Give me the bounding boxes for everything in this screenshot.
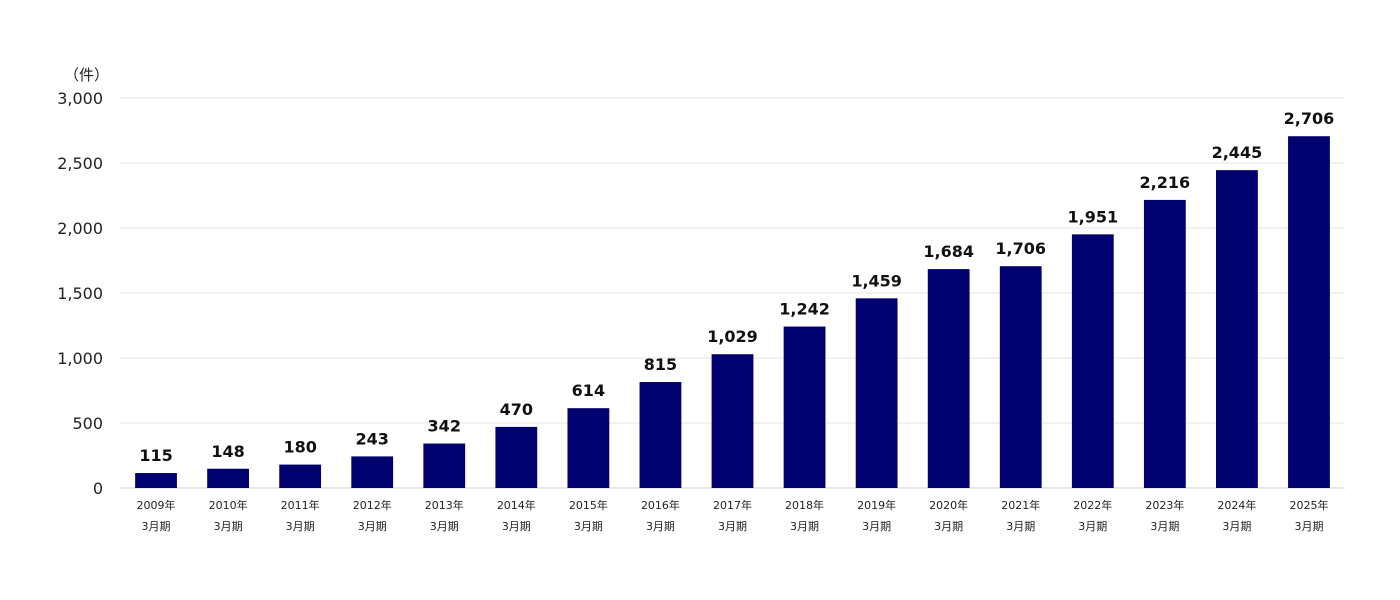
data-label: 243 bbox=[356, 429, 389, 448]
bar bbox=[999, 266, 1042, 488]
y-axis-unit-label: （件） bbox=[64, 66, 109, 84]
y-tick-label: 2,000 bbox=[57, 219, 103, 238]
bar bbox=[1071, 234, 1114, 488]
data-label: 2,216 bbox=[1140, 173, 1191, 192]
x-tick-label-period: 3月期 bbox=[1222, 520, 1251, 533]
x-tick-label-period: 3月期 bbox=[574, 520, 603, 533]
data-label: 342 bbox=[428, 417, 461, 436]
x-tick-label-year: 2010年 bbox=[209, 498, 248, 512]
x-tick-label-period: 3月期 bbox=[646, 520, 675, 533]
x-tick-label-period: 3月期 bbox=[142, 520, 171, 533]
data-label: 1,684 bbox=[923, 242, 974, 261]
bars bbox=[135, 136, 1330, 489]
bar bbox=[639, 382, 682, 488]
x-tick-label-year: 2012年 bbox=[353, 498, 392, 512]
data-labels: 115 148 180 243 342 470 614 815 1,029 1,242 1,459 1… bbox=[139, 109, 1334, 465]
data-label: 1,459 bbox=[851, 271, 902, 290]
x-tick-label-year: 2016年 bbox=[641, 498, 680, 512]
y-axis-ticks: 0 500 1,000 1,500 2,000 2,500 3,000 bbox=[57, 89, 103, 498]
data-label: 1,951 bbox=[1067, 207, 1118, 226]
x-axis-ticks: 2009年 3月期 2010年 3月期 2011年 3月期 2012年 3月期 2013年 3月期… bbox=[137, 498, 1329, 533]
x-tick-label-year: 2014年 bbox=[497, 498, 536, 512]
data-label: 180 bbox=[283, 438, 316, 457]
bar bbox=[711, 354, 754, 488]
x-tick-label-year: 2022年 bbox=[1073, 498, 1112, 512]
x-tick-label-period: 3月期 bbox=[934, 520, 963, 533]
x-tick-label-period: 3月期 bbox=[1078, 520, 1107, 533]
bar bbox=[855, 298, 898, 488]
x-tick-label-year: 2024年 bbox=[1217, 498, 1256, 512]
x-tick-label-period: 3月期 bbox=[1294, 520, 1323, 533]
x-tick-label-period: 3月期 bbox=[502, 520, 531, 533]
x-tick-label-year: 2020年 bbox=[929, 498, 968, 512]
x-tick-label-year: 2025年 bbox=[1289, 498, 1328, 512]
data-label: 815 bbox=[644, 355, 677, 374]
data-label: 470 bbox=[500, 400, 533, 419]
bar bbox=[567, 408, 610, 488]
x-tick-label-period: 3月期 bbox=[1150, 520, 1179, 533]
y-tick-label: 1,000 bbox=[57, 349, 103, 368]
bar bbox=[1143, 199, 1186, 489]
bar bbox=[135, 473, 177, 488]
bar bbox=[1288, 136, 1330, 488]
x-tick-label-year: 2018年 bbox=[785, 498, 824, 512]
y-tick-label: 2,500 bbox=[57, 154, 103, 173]
bar bbox=[495, 426, 538, 488]
data-label: 2,445 bbox=[1212, 143, 1263, 162]
x-tick-label-period: 3月期 bbox=[286, 520, 315, 533]
y-tick-label: 3,000 bbox=[57, 89, 103, 108]
bar bbox=[423, 443, 466, 488]
bar bbox=[783, 326, 826, 488]
data-label: 1,242 bbox=[779, 300, 830, 319]
y-tick-label: 0 bbox=[93, 479, 103, 498]
x-tick-label-year: 2015年 bbox=[569, 498, 608, 512]
data-label: 1,706 bbox=[995, 239, 1046, 258]
bar bbox=[927, 269, 970, 488]
bar bbox=[351, 456, 394, 488]
bar bbox=[207, 468, 249, 488]
data-label: 614 bbox=[572, 381, 605, 400]
x-tick-label-period: 3月期 bbox=[718, 520, 747, 533]
x-tick-label-year: 2019年 bbox=[857, 498, 896, 512]
x-tick-label-year: 2017年 bbox=[713, 498, 752, 512]
bar bbox=[279, 464, 322, 488]
data-label: 1,029 bbox=[707, 327, 758, 346]
x-tick-label-period: 3月期 bbox=[1006, 520, 1035, 533]
x-tick-label-period: 3月期 bbox=[862, 520, 891, 533]
x-tick-label-period: 3月期 bbox=[430, 520, 459, 533]
data-label: 115 bbox=[139, 446, 172, 465]
x-tick-label-year: 2013年 bbox=[425, 498, 464, 512]
data-label: 148 bbox=[211, 442, 244, 461]
bar bbox=[1216, 170, 1258, 488]
x-tick-label-period: 3月期 bbox=[790, 520, 819, 533]
x-tick-label-year: 2009年 bbox=[137, 498, 176, 512]
y-tick-label: 500 bbox=[72, 414, 103, 433]
x-tick-label-year: 2023年 bbox=[1145, 498, 1184, 512]
data-label: 2,706 bbox=[1284, 109, 1335, 128]
x-tick-label-period: 3月期 bbox=[214, 520, 243, 533]
x-tick-label-year: 2011年 bbox=[281, 498, 320, 512]
x-tick-label-period: 3月期 bbox=[358, 520, 387, 533]
y-tick-label: 1,500 bbox=[57, 284, 103, 303]
x-tick-label-year: 2021年 bbox=[1001, 498, 1040, 512]
